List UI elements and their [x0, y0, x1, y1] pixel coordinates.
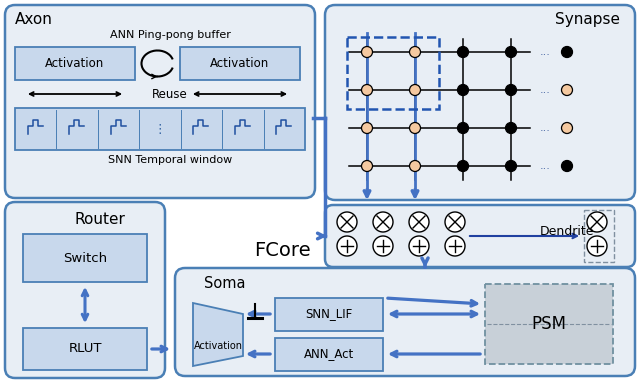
- Text: Reuse: Reuse: [152, 87, 188, 100]
- Text: Activation: Activation: [45, 57, 104, 69]
- Circle shape: [410, 46, 420, 57]
- Text: SNN_LIF: SNN_LIF: [305, 308, 353, 321]
- Circle shape: [409, 236, 429, 256]
- Circle shape: [337, 212, 357, 232]
- Circle shape: [506, 46, 516, 57]
- Circle shape: [337, 236, 357, 256]
- FancyBboxPatch shape: [175, 268, 635, 376]
- FancyBboxPatch shape: [5, 5, 315, 198]
- Text: ANN_Act: ANN_Act: [304, 347, 354, 360]
- Text: Switch: Switch: [63, 252, 107, 265]
- Circle shape: [506, 160, 516, 172]
- Text: SNN Temporal window: SNN Temporal window: [108, 155, 232, 165]
- Text: PSM: PSM: [531, 315, 566, 333]
- Circle shape: [409, 212, 429, 232]
- FancyBboxPatch shape: [275, 338, 383, 371]
- FancyBboxPatch shape: [15, 47, 135, 80]
- Text: Activation: Activation: [211, 57, 269, 69]
- Circle shape: [362, 123, 372, 134]
- Text: ...: ...: [540, 161, 550, 171]
- Circle shape: [362, 160, 372, 172]
- Circle shape: [362, 46, 372, 57]
- Text: ...: ...: [540, 47, 550, 57]
- Circle shape: [410, 85, 420, 95]
- Circle shape: [561, 46, 573, 57]
- Circle shape: [587, 236, 607, 256]
- Circle shape: [410, 123, 420, 134]
- Text: Synapse: Synapse: [554, 11, 620, 26]
- Text: Axon: Axon: [15, 11, 53, 26]
- FancyBboxPatch shape: [23, 234, 147, 282]
- Text: Soma: Soma: [204, 277, 246, 291]
- Circle shape: [445, 212, 465, 232]
- Circle shape: [506, 123, 516, 134]
- Text: Router: Router: [75, 211, 125, 226]
- Circle shape: [445, 236, 465, 256]
- Circle shape: [373, 236, 393, 256]
- Circle shape: [506, 85, 516, 95]
- Text: Dendrite: Dendrite: [540, 224, 595, 237]
- Polygon shape: [193, 303, 243, 366]
- Circle shape: [458, 160, 468, 172]
- Circle shape: [561, 160, 573, 172]
- Circle shape: [458, 46, 468, 57]
- FancyBboxPatch shape: [15, 108, 305, 150]
- FancyBboxPatch shape: [5, 202, 165, 378]
- Circle shape: [561, 123, 573, 134]
- FancyBboxPatch shape: [23, 328, 147, 370]
- Text: ⋮: ⋮: [154, 123, 166, 136]
- FancyBboxPatch shape: [325, 205, 635, 267]
- Circle shape: [458, 123, 468, 134]
- FancyBboxPatch shape: [275, 298, 383, 331]
- Text: ...: ...: [540, 85, 550, 95]
- Circle shape: [362, 85, 372, 95]
- FancyBboxPatch shape: [180, 47, 300, 80]
- Circle shape: [561, 85, 573, 95]
- Text: RLUT: RLUT: [68, 342, 102, 355]
- Circle shape: [373, 212, 393, 232]
- Text: Activation: Activation: [193, 341, 243, 351]
- Text: ANN Ping-pong buffer: ANN Ping-pong buffer: [109, 30, 230, 40]
- Circle shape: [587, 212, 607, 232]
- Circle shape: [458, 85, 468, 95]
- Text: ...: ...: [540, 123, 550, 133]
- Circle shape: [410, 160, 420, 172]
- FancyBboxPatch shape: [325, 5, 635, 200]
- Text: FCore: FCore: [253, 241, 310, 260]
- FancyBboxPatch shape: [485, 284, 613, 364]
